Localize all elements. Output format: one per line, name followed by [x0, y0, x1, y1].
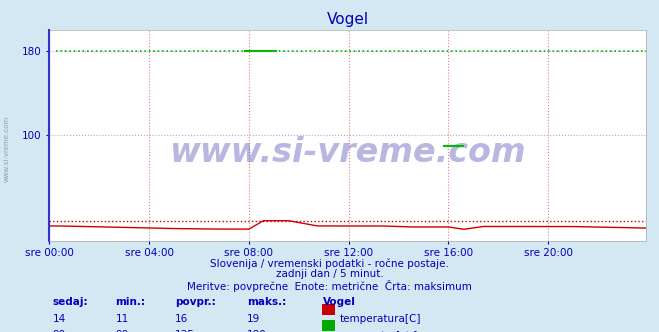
Text: smer vetra[st.]: smer vetra[st.]: [339, 330, 418, 332]
Title: Vogel: Vogel: [327, 12, 368, 27]
Text: Vogel: Vogel: [323, 297, 356, 307]
Text: 90: 90: [53, 330, 66, 332]
Text: zadnji dan / 5 minut.: zadnji dan / 5 minut.: [275, 269, 384, 279]
Text: 11: 11: [115, 314, 129, 324]
Text: 180: 180: [247, 330, 267, 332]
Text: 135: 135: [175, 330, 194, 332]
Text: 16: 16: [175, 314, 188, 324]
Text: 14: 14: [53, 314, 66, 324]
Text: 19: 19: [247, 314, 260, 324]
Text: 90: 90: [115, 330, 129, 332]
Text: min.:: min.:: [115, 297, 146, 307]
Text: www.si-vreme.com: www.si-vreme.com: [3, 116, 10, 183]
Text: www.si-vreme.com: www.si-vreme.com: [169, 136, 526, 169]
Text: povpr.:: povpr.:: [175, 297, 215, 307]
Text: Meritve: povprečne  Enote: metrične  Črta: maksimum: Meritve: povprečne Enote: metrične Črta:…: [187, 280, 472, 291]
Text: Slovenija / vremenski podatki - ročne postaje.: Slovenija / vremenski podatki - ročne po…: [210, 258, 449, 269]
Text: sedaj:: sedaj:: [53, 297, 88, 307]
Text: temperatura[C]: temperatura[C]: [339, 314, 421, 324]
Text: maks.:: maks.:: [247, 297, 287, 307]
